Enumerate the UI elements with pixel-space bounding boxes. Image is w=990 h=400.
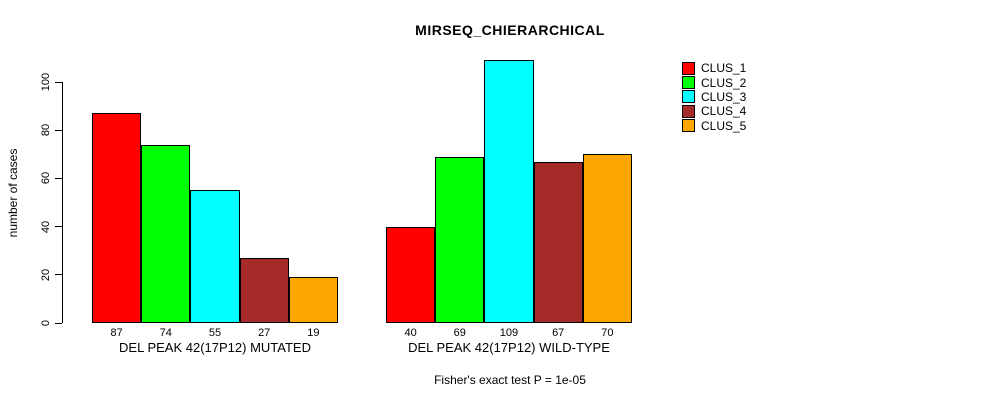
legend-swatch-icon — [682, 104, 695, 118]
y-axis-tick-label: 60 — [40, 172, 52, 185]
bar-value-label: 87 — [110, 327, 123, 339]
bar-value-label: 40 — [404, 327, 417, 339]
y-axis-tick-label: 80 — [40, 124, 52, 137]
bar-value-label: 55 — [208, 327, 222, 339]
y-axis-tick-label: 40 — [40, 220, 52, 233]
bar-value-label: 70 — [601, 327, 614, 339]
legend-swatch-icon — [682, 119, 695, 133]
legend-swatch-icon — [682, 76, 695, 90]
y-axis-line — [62, 82, 63, 323]
legend-label: CLUS_3 — [701, 89, 747, 104]
bar-value-label: 69 — [453, 327, 466, 339]
subtitle-fisher-test: Fisher's exact test P = 1e-05 — [434, 373, 586, 387]
legend-label: CLUS_2 — [701, 75, 747, 90]
y-axis-tick — [55, 226, 62, 228]
bar-clus_5 — [582, 154, 632, 323]
legend-swatch-icon — [682, 90, 695, 104]
y-axis-tick — [55, 177, 62, 179]
x-group-label-mutated: DEL PEAK 42(17P12) MUTATED — [119, 340, 311, 355]
y-axis-label: number of cases — [6, 148, 20, 238]
y-axis-tick — [55, 129, 62, 131]
bar-clus_4 — [239, 257, 289, 323]
legend-item-clus_4: CLUS_4 — [682, 104, 746, 118]
bar-clus_3 — [190, 190, 240, 323]
legend-item-clus_3: CLUS_3 — [682, 90, 746, 104]
legend-label: CLUS_5 — [701, 118, 747, 133]
x-group-label-wild-type: DEL PEAK 42(17P12) WILD-TYPE — [408, 340, 610, 355]
legend-label: CLUS_1 — [701, 61, 747, 76]
bar-clus_5 — [288, 277, 338, 323]
bar-clus_3 — [484, 60, 534, 323]
bar-value-label: 74 — [159, 327, 172, 339]
y-axis-tick-label: 0 — [40, 319, 52, 327]
legend-item-clus_2: CLUS_2 — [682, 75, 747, 90]
legend-swatch-icon — [682, 61, 695, 75]
bar-clus_2 — [141, 144, 191, 323]
bar-clus_1 — [92, 113, 142, 323]
legend-item-clus_1: CLUS_1 — [682, 61, 746, 75]
y-axis-tick — [55, 81, 62, 83]
y-axis-tick-label: 100 — [40, 72, 52, 92]
bar-value-label: 27 — [258, 327, 271, 339]
bar-clus_1 — [386, 226, 436, 323]
bar-clus_2 — [435, 156, 485, 323]
bar-value-label: 109 — [499, 327, 519, 339]
legend-item-clus_5: CLUS_5 — [682, 119, 746, 133]
bar-value-label: 67 — [552, 327, 565, 339]
y-axis-tick — [55, 322, 62, 324]
y-axis-tick — [55, 274, 62, 276]
bar-value-label: 19 — [307, 327, 320, 339]
legend: CLUS_1 CLUS_2 CLUS_3 CLUS_4 CLUS_5 — [682, 61, 746, 133]
legend-label: CLUS_4 — [701, 104, 747, 119]
chart-title: MIRSEQ_CHIERARCHICAL — [415, 22, 605, 38]
bar-clus_4 — [533, 161, 583, 323]
y-axis-tick-label: 20 — [40, 268, 52, 281]
